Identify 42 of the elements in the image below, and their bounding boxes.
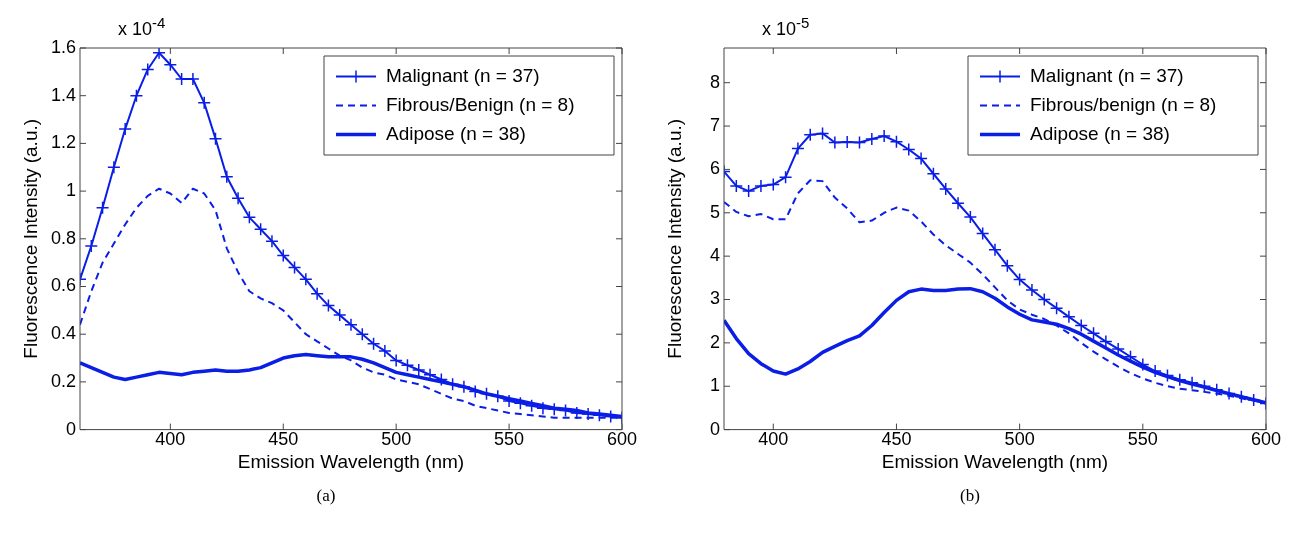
y-tick-label: 1.2 [50, 132, 76, 153]
y-axis-title: Fluorescence Intensity (a.u.) [19, 118, 41, 359]
x-tick-label: 500 [381, 429, 412, 450]
y-tick-label: 7 [709, 115, 720, 136]
legend-label: Adipose (n = 38) [386, 122, 526, 144]
y-tick-label: 0.4 [50, 323, 76, 344]
x-tick-label: 550 [1127, 429, 1158, 450]
x-tick-label: 550 [494, 429, 525, 450]
legend-label: Adipose (n = 38) [1030, 122, 1170, 144]
y-tick-label: 0.8 [50, 227, 76, 248]
legend-label: Fibrous/benign (n = 8) [1030, 93, 1217, 115]
text: (b) [959, 486, 981, 506]
legend-label: Fibrous/Benign (n = 8) [386, 93, 575, 115]
x-tick-label: 500 [1004, 429, 1035, 450]
y-tick-label: 8 [709, 71, 720, 92]
x-tick-label: 600 [606, 429, 638, 450]
y-tick-label: 0.6 [50, 275, 76, 296]
y-tick-label: 1 [709, 375, 720, 396]
y-tick-label: 4 [709, 245, 720, 266]
y-tick-label: 1.4 [50, 84, 76, 105]
text: x 10$^{-4}$ [118, 14, 166, 40]
y-tick-label: 5 [709, 201, 720, 222]
y-tick-label: 0 [65, 418, 76, 439]
y-tick-label: 0.2 [50, 370, 76, 391]
y-tick-label: 0 [709, 418, 720, 439]
x-axis-title: Emission Wavelength (nm) [881, 450, 1109, 472]
y-tick-label: 1.6 [50, 36, 76, 57]
x-tick-label: 600 [1250, 429, 1282, 450]
y-tick-label: 1 [65, 180, 76, 201]
legend-label: Malignant (n = 37) [1030, 64, 1184, 86]
text: x 10$^{-5}$ [762, 14, 810, 40]
x-tick-label: 450 [881, 429, 912, 450]
y-tick-label: 6 [709, 158, 720, 179]
legend-label: Malignant (n = 37) [386, 64, 540, 86]
y-tick-label: 2 [709, 331, 720, 352]
y-axis-title: Fluorescence Intensity (a.u.) [663, 118, 685, 359]
x-tick-label: 450 [268, 429, 299, 450]
x-axis-title: Emission Wavelength (nm) [237, 450, 465, 472]
text: (a) [315, 486, 337, 506]
x-tick-label: 400 [155, 429, 186, 450]
x-tick-label: 400 [758, 429, 789, 450]
y-tick-label: 3 [709, 288, 720, 309]
